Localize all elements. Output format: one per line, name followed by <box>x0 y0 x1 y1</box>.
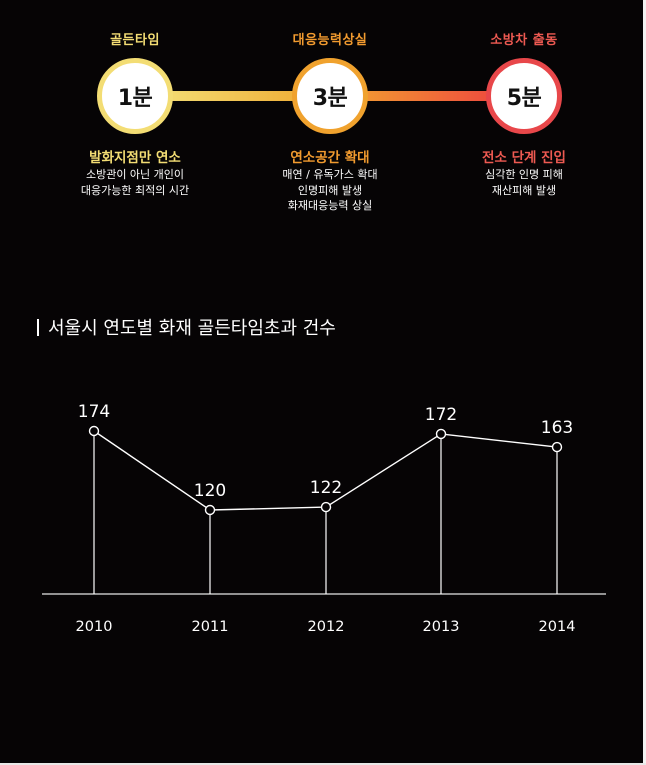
data-point <box>320 501 332 513</box>
timeline-connector-3-5 <box>355 91 489 101</box>
stage-headline: 전소 단계 진입 <box>482 150 566 166</box>
stage-description-line: 매연 / 유독가스 확대 <box>282 168 378 181</box>
stage-description: 매연 / 유독가스 확대 인명피해 발생 화재대응능력 상실 <box>220 167 440 214</box>
stage-time: 1분 <box>117 86 153 111</box>
stage-description-line: 화재대응능력 상실 <box>287 199 373 212</box>
x-tick-label: 2010 <box>76 619 113 635</box>
data-point <box>551 441 563 453</box>
x-tick-label: 2013 <box>423 619 460 635</box>
stage-title: 대응능력상실 <box>292 33 368 48</box>
stage-description-line: 재산피해 발생 <box>491 183 557 197</box>
stage-time-circle: 1분 <box>97 58 173 134</box>
data-label: 172 <box>425 405 457 425</box>
stage-time-circle: 3분 <box>292 58 368 134</box>
data-label: 120 <box>194 481 226 501</box>
bottom-edge-border <box>0 763 646 765</box>
stage-title: 골든타임 <box>110 33 160 48</box>
x-tick-label: 2014 <box>539 619 576 635</box>
stage-description-line: 인명피해 발생 <box>297 183 363 197</box>
title-accent-bar <box>37 319 39 336</box>
data-label: 122 <box>310 478 342 498</box>
stage-headline: 발화지점만 연소 <box>89 150 181 166</box>
right-edge-border <box>643 0 646 765</box>
data-label: 163 <box>541 418 573 438</box>
data-point <box>88 425 100 437</box>
x-tick-label: 2012 <box>308 619 345 635</box>
stage-headline: 연소공간 확대 <box>290 150 370 166</box>
data-label: 174 <box>78 402 110 422</box>
stage-time-circle: 5분 <box>486 58 562 134</box>
stage-time: 5분 <box>506 86 542 111</box>
stage-description: 심각한 인명 피해 재산피해 발생 <box>414 167 634 198</box>
stage-description: 소방관이 아닌 개인이 대응가능한 최적의 시간 <box>25 167 245 198</box>
chart-title-text: 서울시 연도별 화재 골든타임초과 건수 <box>48 318 336 339</box>
stage-description-line: 대응가능한 최적의 시간 <box>80 183 190 197</box>
data-point <box>204 504 216 516</box>
timeline-connector-1-3 <box>160 91 294 101</box>
stage-title: 소방차 출동 <box>490 33 558 48</box>
data-point <box>435 428 447 440</box>
series-line <box>93 430 558 511</box>
x-tick-label: 2011 <box>192 619 229 635</box>
golden-time-timeline: 골든타임 1분 발화지점만 연소 소방관이 아닌 개인이 대응가능한 최적의 시… <box>0 0 646 230</box>
stage-description-line: 소방관이 아닌 개인이 <box>85 168 185 181</box>
stage-time: 3분 <box>312 86 348 111</box>
stage-description-line: 심각한 인명 피해 <box>485 168 563 181</box>
chart-title: 서울시 연도별 화재 골든타임초과 건수 <box>37 314 336 340</box>
